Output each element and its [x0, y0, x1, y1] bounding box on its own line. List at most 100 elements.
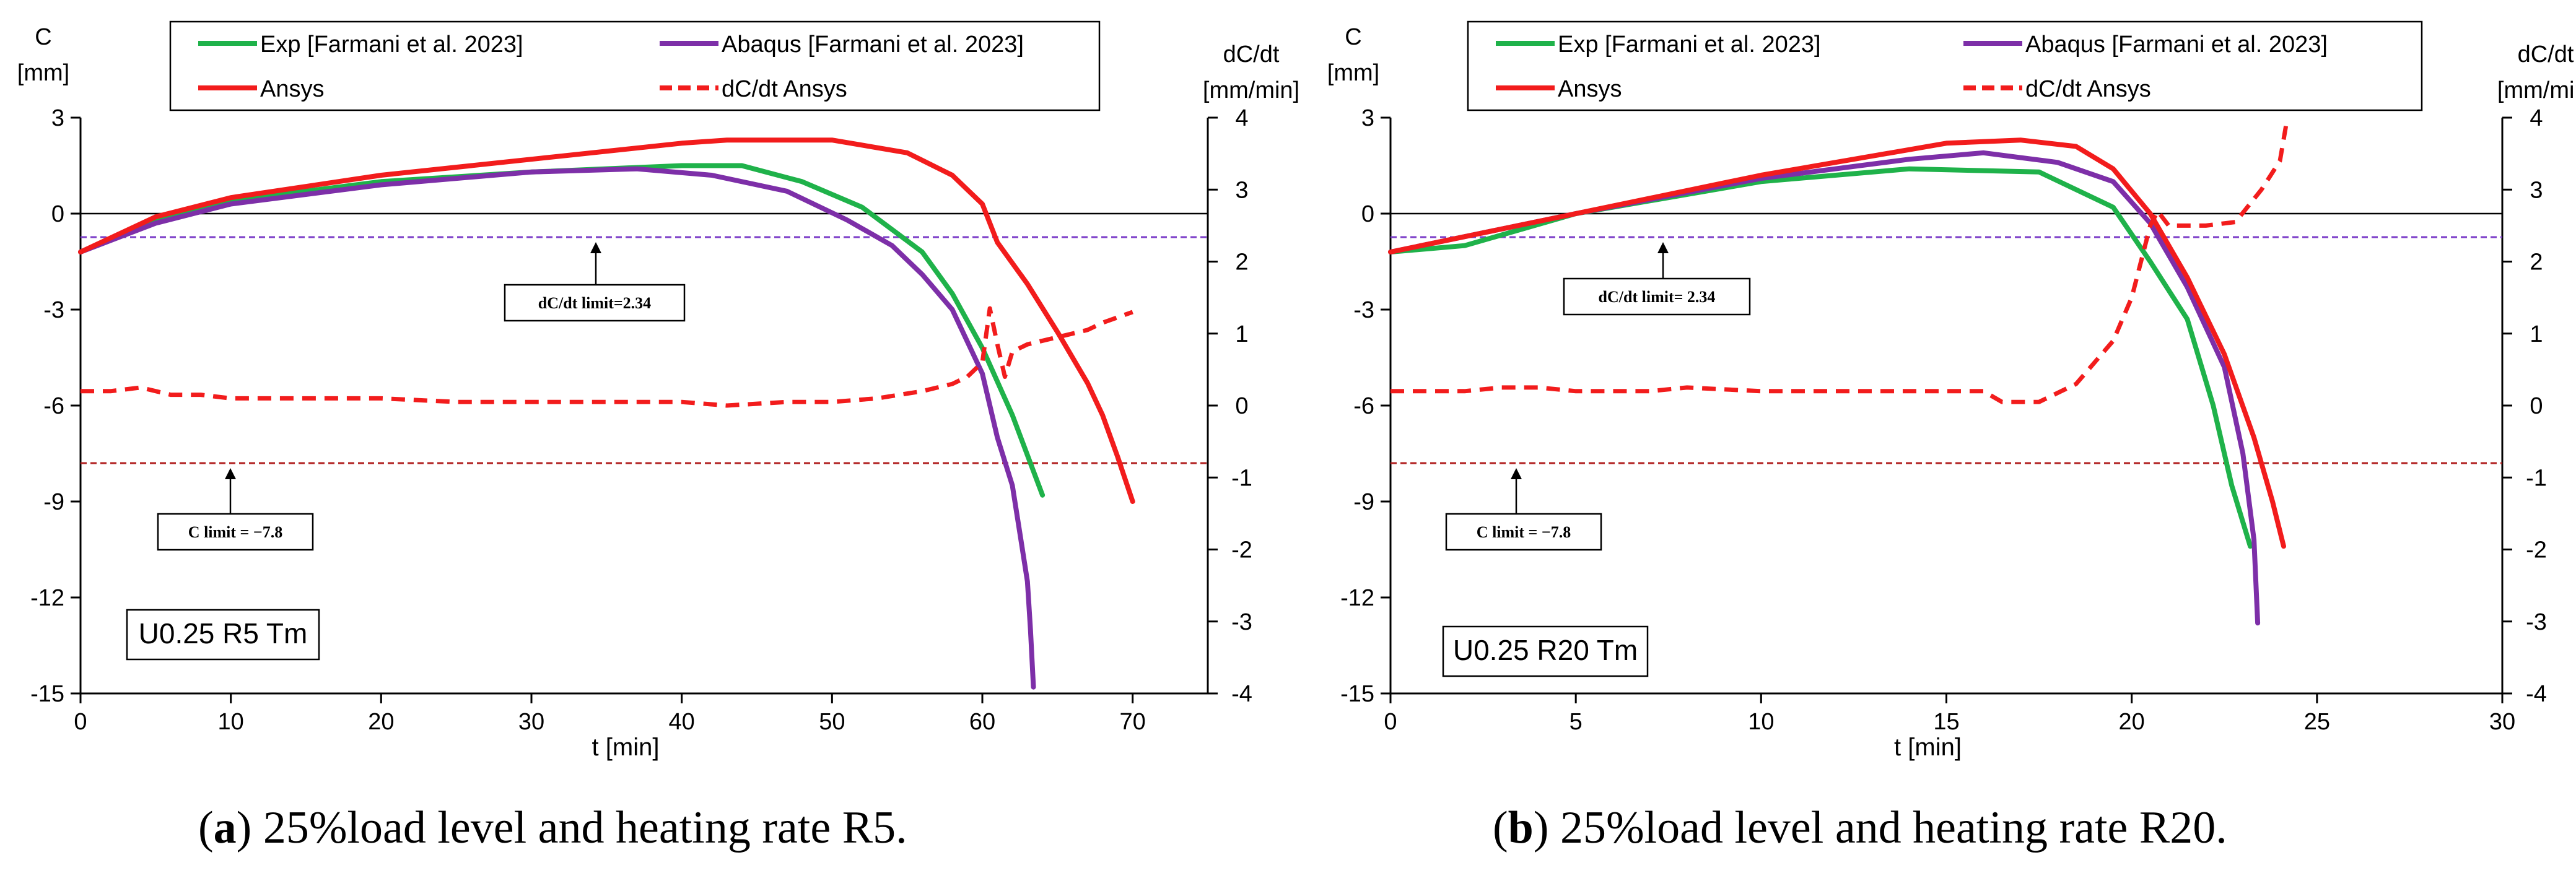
caption-letter-a: a [213, 802, 237, 853]
caption-text-a: 25%load level and heating rate R5. [251, 802, 907, 853]
legend-label-exp: Exp [Farmani et al. 2023] [1558, 32, 1821, 58]
caption-text-b: 25%load level and heating rate R20. [1548, 802, 2227, 853]
y-right-tick-label: 4 [2530, 105, 2543, 131]
series-line-abaqus [78, 166, 1036, 690]
x-tick-label: 30 [2489, 709, 2515, 735]
dcdt-limit-label: dC/dt limit=2.34 [538, 294, 651, 312]
y-left-tick-label: -12 [30, 585, 64, 611]
dcdt-limit-label-box [1563, 277, 1751, 316]
y-right-tick-label: -2 [2526, 537, 2547, 563]
legend-label-abaqus: Abaqus [Farmani et al. 2023] [722, 32, 1024, 58]
dcdt-limit-label-box [504, 284, 686, 322]
legend-label-ansys: Ansys [1558, 76, 1622, 102]
y-left-label: C [35, 24, 51, 50]
legend-label-dcdt: dC/dt Ansys [722, 76, 847, 102]
legend-box [1467, 20, 2423, 111]
x-tick-label: 30 [518, 709, 544, 735]
y-left-tick-label: -12 [1340, 585, 1374, 611]
y-left-tick-label: -15 [1340, 681, 1374, 707]
y-right-tick-label: 2 [1235, 250, 1248, 276]
x-tick-label: 10 [218, 709, 244, 735]
y-right-tick-label: -1 [2526, 465, 2547, 491]
y-right-tick-label: -3 [2526, 609, 2547, 635]
y-left-tick-label: 3 [1361, 105, 1374, 131]
x-tick-label: 70 [1120, 709, 1146, 735]
legend-label-exp: Exp [Farmani et al. 2023] [260, 32, 523, 58]
caption-b: (b) 25%load level and heating rate R20. [1493, 802, 2227, 853]
y-right-tick-label: -4 [2526, 681, 2547, 707]
series-line-ansys [78, 137, 1135, 504]
x-axis-label: t [min] [1894, 734, 1962, 761]
series-line-ansys [1388, 137, 2286, 549]
y-right-tick-label: -2 [1231, 537, 1252, 563]
x-tick-label: 5 [1570, 709, 1583, 735]
x-tick-label: 50 [819, 709, 845, 735]
x-tick-label: 0 [1384, 709, 1397, 735]
series-line-dcdt [1391, 117, 2290, 404]
y-right-label: dC/dt [1223, 41, 1280, 67]
y-left-tick-label: -9 [43, 489, 64, 515]
y-right-tick-label: 2 [2530, 250, 2543, 276]
y-right-tick-label: 3 [1235, 177, 1248, 203]
specimen-label-box [126, 609, 320, 661]
chart-panel-a: 0 10 20 30 40 50 60 7030-3-6-9-12-1543210-1-2-3… [17, 20, 1299, 761]
legend-label-ansys: Ansys [260, 76, 324, 102]
legend-box [169, 20, 1101, 111]
y-left-label: C [1345, 24, 1361, 50]
y-right-tick-label: 4 [1235, 105, 1248, 131]
c-limit-arrowhead [225, 468, 236, 479]
y-right-label: dC/dt [2518, 41, 2574, 67]
x-tick-label: 25 [2304, 709, 2330, 735]
y-right-tick-label: 0 [2530, 393, 2543, 419]
x-tick-label: 40 [669, 709, 695, 735]
c-limit-label: C limit = −7.8 [188, 523, 282, 541]
c-limit-label-box [1445, 513, 1602, 551]
specimen-label: U0.25 R20 Tm [1453, 634, 1638, 666]
y-left-unit: [mm] [1327, 60, 1379, 86]
c-limit-label: C limit = −7.8 [1477, 523, 1571, 541]
x-tick-label: 15 [1933, 709, 1959, 735]
y-left-tick-label: -9 [1353, 489, 1374, 515]
y-left-tick-label: -6 [43, 393, 64, 419]
x-tick-label: 20 [2119, 709, 2145, 735]
y-right-tick-label: -4 [1231, 681, 1252, 707]
x-axis-label: t [min] [592, 734, 660, 761]
c-limit-label-box [157, 513, 314, 551]
y-right-tick-label: -3 [1231, 609, 1252, 635]
y-right-tick-label: 1 [2530, 321, 2543, 347]
caption-letter-b: b [1508, 802, 1534, 853]
y-right-unit: [mm/min] [1203, 77, 1299, 103]
y-left-tick-label: 0 [51, 201, 64, 227]
specimen-label: U0.25 R5 Tm [139, 617, 308, 649]
caption-a: (a) 25%load level and heating rate R5. [198, 802, 907, 853]
dcdt-limit-arrowhead [590, 241, 601, 253]
c-limit-arrowhead [1511, 468, 1522, 479]
x-tick-label: 60 [969, 709, 995, 735]
dcdt-limit-arrowhead [1657, 241, 1669, 253]
y-left-tick-label: -3 [1353, 297, 1374, 323]
legend-label-abaqus: Abaqus [Farmani et al. 2023] [2025, 32, 2328, 58]
y-left-tick-label: -6 [1353, 393, 1374, 419]
x-tick-label: 20 [368, 709, 394, 735]
chart-panel-b: 0 5 10 15 20 25 3030-3-6-9-12-1543210-1-2-3-4t… [1327, 20, 2576, 761]
series-line-abaqus [1388, 150, 2261, 626]
y-left-tick-label: -15 [30, 681, 64, 707]
y-right-tick-label: 3 [2530, 177, 2543, 203]
y-left-tick-label: 3 [51, 105, 64, 131]
y-left-tick-label: -3 [43, 297, 64, 323]
series-line-exp [78, 163, 1046, 498]
x-tick-label: 0 [74, 709, 87, 735]
specimen-label-box [1442, 625, 1649, 677]
y-right-tick-label: -1 [1231, 465, 1252, 491]
y-right-unit: [mm/min] [2497, 77, 2576, 103]
y-right-tick-label: 1 [1235, 321, 1248, 347]
series-line-dcdt [81, 306, 1133, 408]
y-right-tick-label: 0 [1235, 393, 1248, 419]
y-left-unit: [mm] [17, 60, 69, 86]
dcdt-limit-label: dC/dt limit= 2.34 [1599, 288, 1716, 306]
x-tick-label: 10 [1748, 709, 1774, 735]
y-left-tick-label: 0 [1361, 201, 1374, 227]
legend-label-dcdt: dC/dt Ansys [2025, 76, 2151, 102]
